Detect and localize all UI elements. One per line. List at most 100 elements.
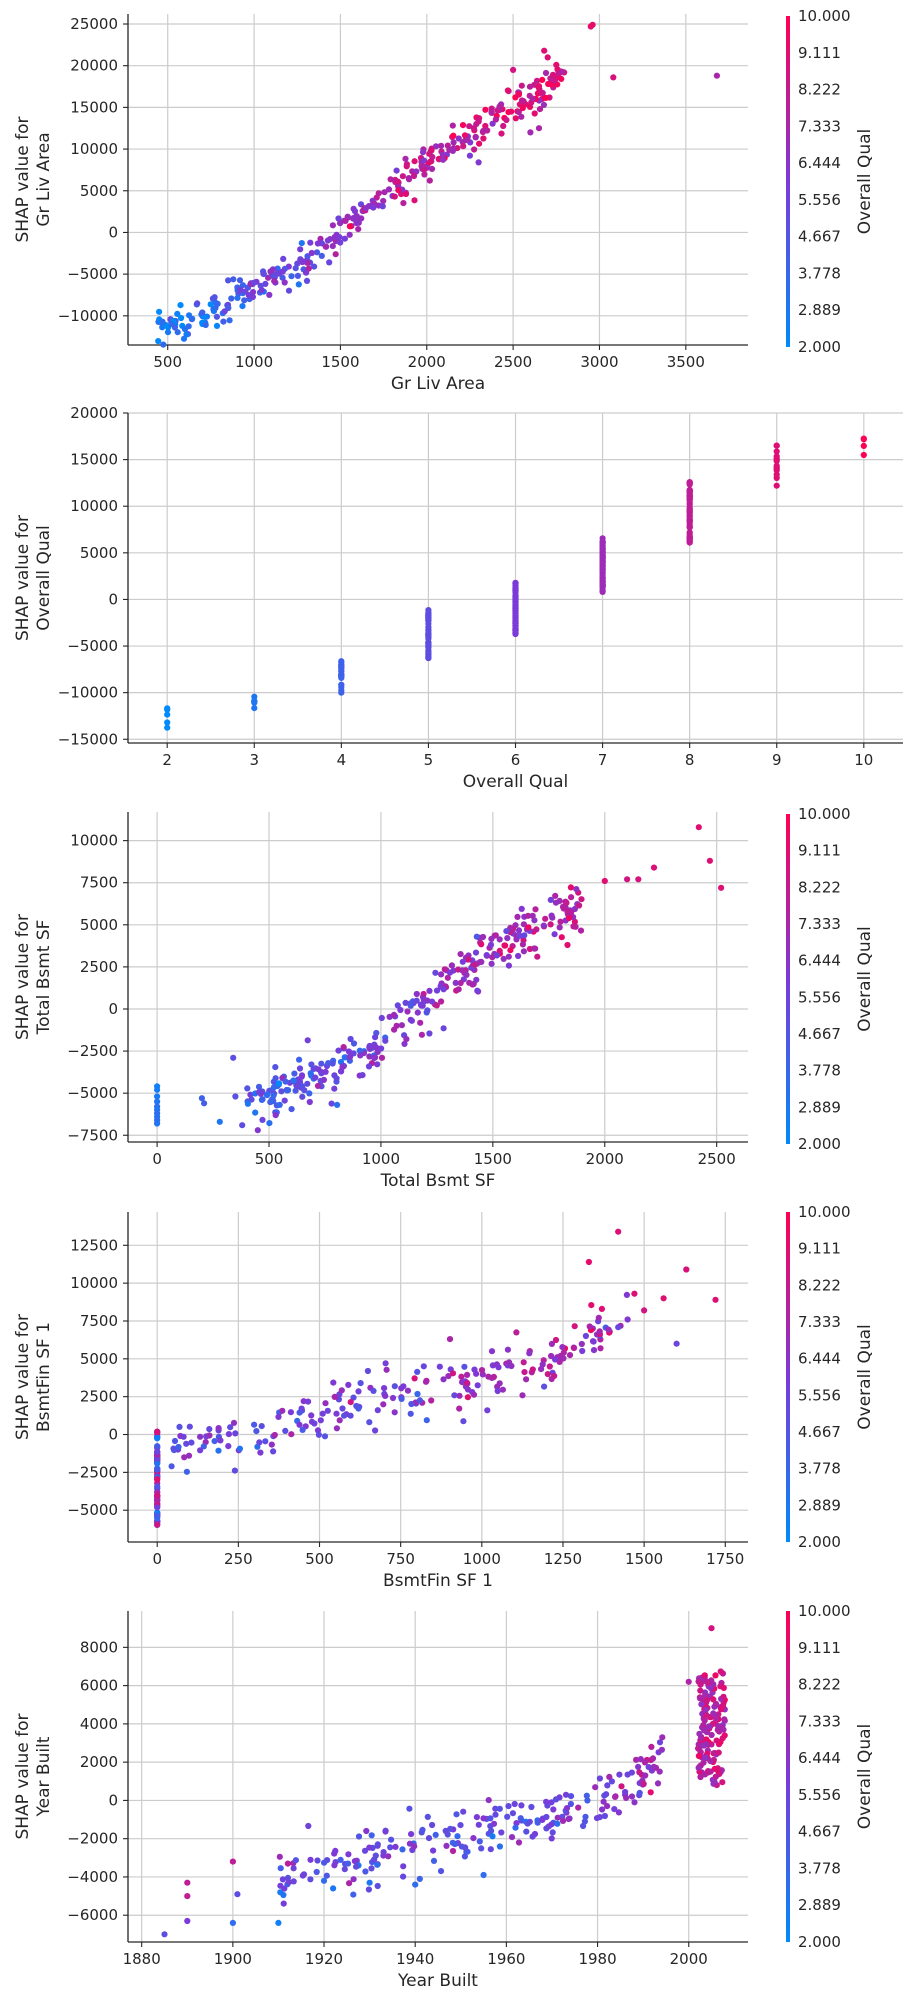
scatter-point — [405, 175, 412, 182]
scatter-point — [489, 120, 496, 127]
scatter-point — [365, 1886, 372, 1893]
scatter-point — [508, 1362, 515, 1370]
colorbar-tick-label: 6.444 — [798, 952, 841, 970]
scatter-point — [485, 1797, 492, 1804]
scatter-point — [399, 1846, 406, 1853]
colorbar-tick-label: 6.444 — [798, 154, 841, 172]
scatter-point — [371, 1054, 378, 1061]
scatter-point — [322, 1400, 329, 1407]
scatter-point — [712, 1672, 719, 1679]
scatter-point — [385, 1853, 392, 1860]
scatter-point — [508, 1834, 516, 1841]
scatter-point — [640, 1780, 647, 1788]
scatter-point — [457, 951, 464, 958]
scatter-point — [518, 1802, 525, 1809]
chart-panel-3: 0 500 1000 1500 2000 2500 −7500 −5000 −2500 0 2500… — [13, 805, 875, 1191]
scatter-point — [294, 272, 301, 279]
scatter-point — [502, 942, 509, 949]
scatter-point — [551, 931, 558, 938]
scatter-point — [713, 1737, 720, 1744]
scatter-point — [685, 1678, 692, 1685]
x-tick-label: 2000 — [408, 353, 446, 371]
scatter-point — [381, 1385, 388, 1392]
scatter-point — [305, 1822, 312, 1830]
scatter-point — [459, 122, 467, 129]
scatter-point — [380, 1401, 387, 1408]
scatter-point — [508, 108, 515, 115]
colorbar-tick-label: 3.778 — [798, 1859, 841, 1877]
scatter-point — [387, 176, 394, 183]
scatter-point — [403, 161, 410, 168]
x-tick-label: 1500 — [625, 1550, 663, 1568]
scatter-point — [280, 1891, 287, 1899]
scatter-point — [444, 974, 451, 981]
scatter-point — [397, 1006, 404, 1014]
scatter-point — [518, 82, 525, 89]
scatter-point — [542, 94, 549, 101]
scatter-point — [331, 1393, 338, 1400]
scatter-point — [589, 21, 596, 28]
scatter-point — [345, 1048, 352, 1055]
scatter-point — [308, 249, 315, 257]
scatter-point — [565, 915, 573, 922]
scatter-point — [432, 1831, 439, 1838]
scatter-point — [441, 966, 448, 973]
scatter-point — [599, 574, 606, 582]
scatter-point — [227, 1424, 234, 1431]
colorbar-tick-label: 3.778 — [798, 264, 841, 282]
y-tick-label: 0 — [108, 1000, 118, 1018]
y-tick-label: 6000 — [80, 1677, 118, 1695]
scatter-point — [470, 1835, 477, 1842]
x-tick-label: 2000 — [670, 1950, 708, 1968]
y-axis-label-line: BsmtFin SF 1 — [34, 1322, 54, 1432]
scatter-point — [683, 1266, 690, 1273]
scatter-point — [659, 1734, 666, 1741]
scatter-point — [419, 1826, 426, 1833]
scatter-point — [515, 91, 522, 98]
scatter-point — [425, 612, 432, 619]
scatter-point — [340, 1044, 347, 1051]
scatter-point — [299, 1093, 306, 1100]
scatter-point — [430, 1857, 438, 1864]
colorbar-tick-label: 3.778 — [798, 1062, 841, 1080]
scatter-point — [320, 1076, 327, 1083]
scatter-point — [773, 442, 780, 449]
scatter-point — [654, 1780, 662, 1787]
y-tick-label: −5000 — [67, 265, 118, 283]
scatter-point — [552, 1336, 560, 1344]
scatter-point — [516, 932, 524, 939]
scatter-point — [338, 681, 345, 688]
scatter-point — [236, 1445, 243, 1452]
scatter-point — [318, 1070, 325, 1077]
scatter-point — [295, 281, 302, 288]
x-tick-label: 9 — [772, 751, 782, 769]
scatter-point — [188, 316, 195, 323]
scatter-point — [184, 1917, 191, 1925]
scatter-point — [473, 1370, 480, 1377]
scatter-point — [604, 1782, 611, 1789]
scatter-point — [362, 205, 369, 212]
scatter-point — [461, 1853, 468, 1860]
scatter-point — [374, 1407, 381, 1414]
scatter-point — [335, 1047, 342, 1054]
scatter-point — [411, 158, 418, 165]
scatter-point — [313, 1868, 320, 1876]
scatter-point — [287, 1409, 294, 1416]
scatter-point — [624, 876, 631, 883]
colorbar — [786, 1611, 790, 1942]
scatter-point — [338, 663, 345, 670]
scatter-point — [321, 1433, 329, 1440]
colorbar-tick-label: 9.111 — [798, 842, 841, 860]
x-tick-label: 500 — [153, 353, 182, 371]
scatter-point — [702, 1706, 709, 1713]
scatter-point — [472, 134, 479, 141]
scatter-point — [332, 1847, 339, 1854]
y-tick-label: 20000 — [70, 57, 118, 75]
scatter-point — [447, 1825, 454, 1832]
scatter-point — [394, 1002, 401, 1009]
colorbar-tick-label: 5.556 — [798, 988, 841, 1006]
scatter-point — [450, 132, 457, 139]
scatter-point — [560, 1355, 567, 1362]
scatter-point — [480, 135, 487, 142]
scatter-point — [395, 187, 402, 194]
